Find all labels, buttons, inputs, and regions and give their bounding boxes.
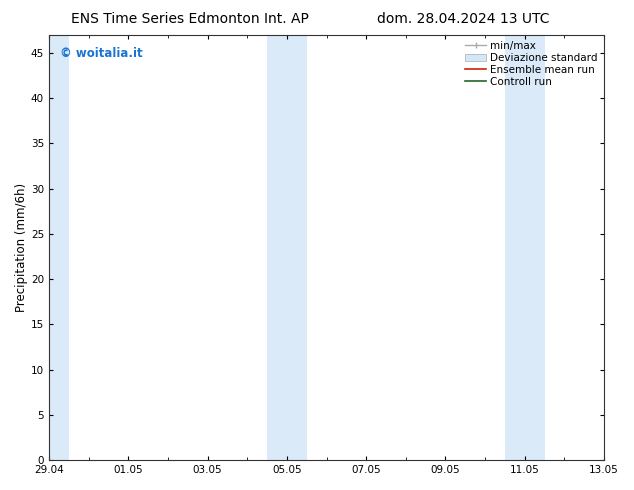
Text: ENS Time Series Edmonton Int. AP: ENS Time Series Edmonton Int. AP bbox=[71, 12, 309, 26]
Y-axis label: Precipitation (mm/6h): Precipitation (mm/6h) bbox=[15, 183, 28, 312]
Bar bbox=[43, 35, 68, 460]
Bar bbox=[525, 35, 545, 460]
Bar bbox=[287, 35, 307, 460]
Text: dom. 28.04.2024 13 UTC: dom. 28.04.2024 13 UTC bbox=[377, 12, 549, 26]
Text: © woitalia.it: © woitalia.it bbox=[60, 48, 143, 60]
Legend: min/max, Deviazione standard, Ensemble mean run, Controll run: min/max, Deviazione standard, Ensemble m… bbox=[462, 38, 601, 90]
Bar bbox=[505, 35, 525, 460]
Bar bbox=[267, 35, 287, 460]
